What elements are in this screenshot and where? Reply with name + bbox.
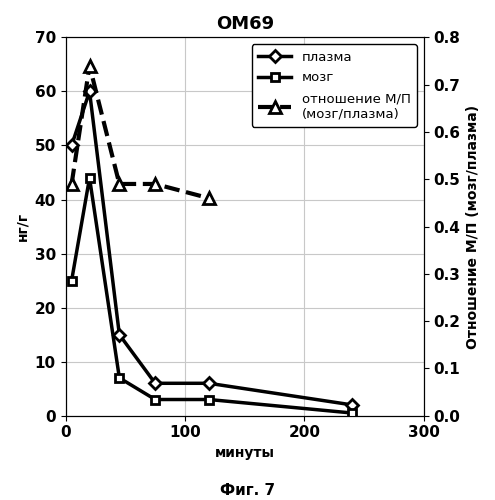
мозг — [152, 396, 158, 402]
плазма — [152, 380, 158, 386]
плазма — [69, 142, 75, 148]
плазма — [349, 402, 355, 408]
отношение М/П
(мозг/плазма) — [152, 181, 158, 187]
Legend: плазма, мозг, отношение М/П
(мозг/плазма): плазма, мозг, отношение М/П (мозг/плазма… — [251, 44, 417, 127]
Y-axis label: нг/г: нг/г — [15, 212, 29, 241]
мозг — [349, 410, 355, 416]
плазма — [116, 332, 122, 338]
плазма — [87, 88, 93, 94]
мозг — [116, 375, 122, 381]
отношение М/П
(мозг/плазма) — [69, 181, 75, 187]
Line: плазма: плазма — [67, 87, 356, 409]
мозг — [206, 396, 212, 402]
Text: Фиг. 7: Фиг. 7 — [220, 483, 275, 498]
отношение М/П
(мозг/плазма) — [87, 62, 93, 68]
Y-axis label: Отношение М/П (мозг/плазма): Отношение М/П (мозг/плазма) — [466, 104, 480, 348]
мозг — [69, 278, 75, 283]
плазма — [206, 380, 212, 386]
Title: OM69: OM69 — [216, 15, 274, 33]
отношение М/П
(мозг/плазма) — [206, 195, 212, 201]
мозг — [87, 175, 93, 181]
Line: мозг: мозг — [67, 174, 356, 417]
отношение М/П
(мозг/плазма) — [116, 181, 122, 187]
Line: отношение М/П
(мозг/плазма): отношение М/П (мозг/плазма) — [66, 60, 214, 204]
X-axis label: минуты: минуты — [215, 446, 275, 460]
